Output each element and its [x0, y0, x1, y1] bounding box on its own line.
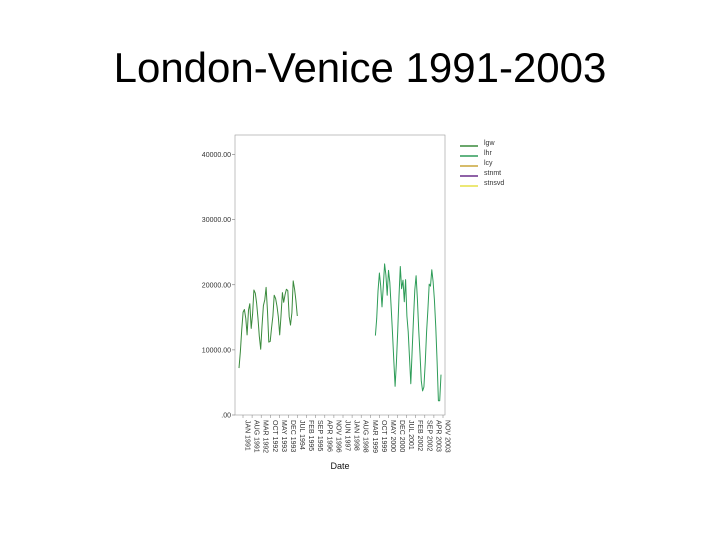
- legend-label-stnmt: stnmt: [484, 170, 501, 177]
- x-axis-title: Date: [330, 461, 349, 471]
- x-tick-label: MAR 1999: [371, 420, 378, 453]
- x-tick-label: AUG 1991: [253, 420, 260, 453]
- x-tick-label: MAR 1992: [262, 420, 269, 453]
- y-axis-ticks: .00 10000.00 20000.00 30000.00 40000.00: [202, 152, 235, 420]
- plot-area: [234, 134, 446, 416]
- legend-label-stnsvd: stnsvd: [484, 180, 504, 187]
- y-tick-label: 30000.00: [202, 217, 231, 224]
- legend-label-lgw: lgw: [484, 140, 495, 147]
- series-line-lgw: [238, 280, 298, 369]
- slide-title: London-Venice 1991-2003: [113, 44, 607, 91]
- x-tick-label: NOV 1996: [334, 420, 341, 453]
- x-tick-label: OCT 1992: [271, 420, 278, 452]
- x-tick-label: DEC 1993: [289, 420, 296, 452]
- x-tick-label: JAN 1998: [353, 420, 360, 451]
- y-tick-label: 40000.00: [202, 152, 231, 159]
- x-tick-label: AUG 1998: [362, 420, 369, 453]
- series-layer: [238, 263, 442, 402]
- x-tick-label: OCT 1999: [380, 420, 387, 452]
- legend: lgw lhr lcy stnmt stnsvd: [460, 140, 504, 187]
- series-line-lhr: [374, 263, 442, 402]
- x-tick-label: SEP 2002: [425, 420, 432, 452]
- x-tick-label: JAN 1991: [244, 420, 251, 451]
- x-tick-label: APR 2003: [434, 420, 441, 452]
- y-tick-label: 20000.00: [202, 282, 231, 289]
- x-axis-ticks: JAN 1991 AUG 1991 MAR 1992 OCT 1992 MAY 1993…: [242, 415, 451, 453]
- x-tick-label: NOV 2003: [444, 420, 451, 453]
- x-tick-label: DEC 2000: [398, 420, 405, 452]
- x-tick-label: MAY 1993: [280, 420, 287, 452]
- y-tick-label: 10000.00: [202, 347, 231, 354]
- x-tick-label: MAY 2000: [389, 420, 396, 452]
- x-tick-label: SEP 1995: [316, 420, 323, 452]
- x-tick-label: JUL 1994: [298, 420, 305, 450]
- legend-label-lhr: lhr: [484, 150, 492, 157]
- x-tick-label: FEB 1995: [307, 420, 314, 451]
- legend-label-lcy: lcy: [484, 160, 493, 167]
- x-tick-label: JUL 2001: [407, 420, 414, 450]
- x-tick-label: JUN 1997: [344, 420, 351, 451]
- x-tick-label: FEB 2002: [416, 420, 423, 451]
- y-tick-label: .00: [221, 413, 231, 420]
- x-tick-label: APR 1996: [325, 420, 332, 452]
